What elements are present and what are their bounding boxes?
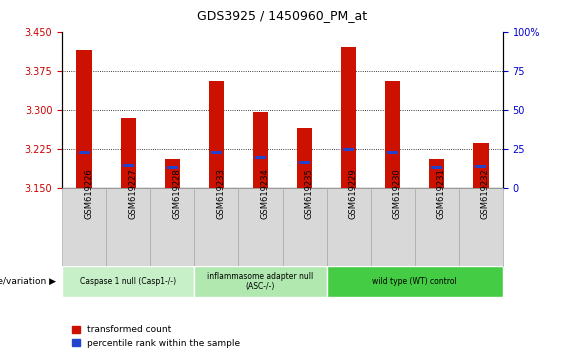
- Bar: [327, 266, 503, 297]
- Text: inflammasome adapter null
(ASC-/-): inflammasome adapter null (ASC-/-): [207, 272, 314, 291]
- Bar: [208, 81, 224, 188]
- Text: GSM619235: GSM619235: [305, 169, 314, 219]
- Text: GDS3925 / 1450960_PM_at: GDS3925 / 1450960_PM_at: [197, 9, 368, 22]
- Text: GSM619229: GSM619229: [349, 169, 358, 219]
- Bar: [459, 188, 503, 266]
- Text: GSM619232: GSM619232: [481, 169, 490, 219]
- Bar: [79, 151, 90, 154]
- Bar: [431, 166, 442, 170]
- Bar: [106, 188, 150, 266]
- Bar: [253, 112, 268, 188]
- Bar: [429, 159, 445, 188]
- Bar: [255, 156, 266, 159]
- Text: GSM619230: GSM619230: [393, 169, 402, 219]
- Bar: [123, 164, 134, 167]
- Bar: [62, 188, 106, 266]
- Text: Caspase 1 null (Casp1-/-): Caspase 1 null (Casp1-/-): [80, 277, 176, 286]
- Bar: [343, 148, 354, 151]
- Bar: [238, 188, 282, 266]
- Bar: [299, 161, 310, 164]
- Bar: [341, 47, 357, 188]
- Bar: [120, 118, 136, 188]
- Text: GSM619233: GSM619233: [216, 169, 225, 219]
- Bar: [371, 188, 415, 266]
- Bar: [385, 81, 401, 188]
- Text: GSM619231: GSM619231: [437, 169, 446, 219]
- Text: genotype/variation ▶: genotype/variation ▶: [0, 277, 56, 286]
- Legend: transformed count, percentile rank within the sample: transformed count, percentile rank withi…: [72, 325, 240, 348]
- Text: GSM619227: GSM619227: [128, 169, 137, 219]
- Bar: [211, 151, 222, 154]
- Bar: [194, 266, 327, 297]
- Bar: [62, 266, 194, 297]
- Bar: [282, 188, 327, 266]
- Bar: [297, 128, 312, 188]
- Bar: [150, 188, 194, 266]
- Bar: [164, 159, 180, 188]
- Bar: [194, 188, 238, 266]
- Text: GSM619226: GSM619226: [84, 169, 93, 219]
- Text: wild type (WT) control: wild type (WT) control: [372, 277, 457, 286]
- Bar: [327, 188, 371, 266]
- Bar: [167, 166, 178, 170]
- Text: GSM619228: GSM619228: [172, 169, 181, 219]
- Bar: [76, 50, 92, 188]
- Bar: [415, 188, 459, 266]
- Text: GSM619234: GSM619234: [260, 169, 270, 219]
- Bar: [387, 151, 398, 154]
- Bar: [475, 165, 486, 168]
- Bar: [473, 143, 489, 188]
